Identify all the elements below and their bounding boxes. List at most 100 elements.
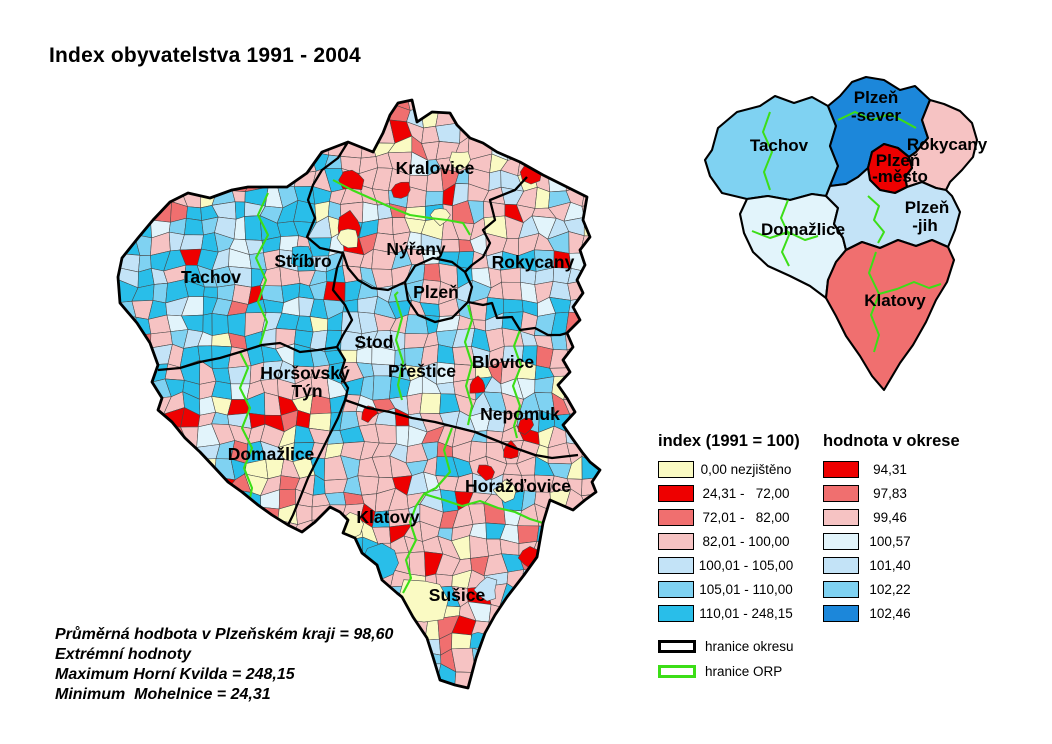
legend-okres-label: 101,40 (869, 557, 911, 573)
legend-index-label: 24,31 - 72,00 (702, 485, 790, 501)
legend-index-row: 105,01 - 110,00 (658, 577, 800, 601)
inset-label-rokycany: Rokycany (907, 135, 988, 154)
inset-orp-border-line (762, 111, 773, 191)
legend-okres-label: 99,46 (873, 509, 907, 525)
legend-index-label: 72,01 - 82,00 (702, 509, 790, 525)
legend-index-row: 72,01 - 82,00 (658, 505, 800, 529)
legend-index-swatch (658, 532, 694, 550)
inset-orp-border-line (867, 195, 885, 244)
legend-district-values: hodnota v okrese 94,31 97,83 99,46 100,57 10… (823, 432, 960, 625)
map-label-petice: Přeštice (388, 361, 456, 381)
map-label-blovice: Blovice (472, 352, 535, 372)
legend-okres-row: 102,46 (823, 601, 960, 625)
map-label-nepomuk: Nepomuk (480, 404, 560, 424)
inset-orp-border-line (751, 230, 819, 241)
legend-line-label: hranice okresu (705, 639, 794, 654)
legend-okres-row: 94,31 (823, 457, 960, 481)
legend-index-label: 100,01 - 105,00 (698, 557, 794, 573)
legend-index-label: 110,01 - 248,15 (699, 605, 793, 621)
legend-index-title: index (1991 = 100) (658, 432, 800, 450)
legend-line-swatch (658, 665, 696, 678)
legend-line-swatch (658, 640, 696, 653)
legend-okres-swatch (823, 556, 859, 574)
legend-index-label: 105,01 - 110,00 (699, 581, 793, 597)
map-label-stbro: Stříbro (274, 251, 331, 271)
okres-border-line (467, 300, 568, 337)
inset-label-sever: -sever (851, 106, 901, 125)
inset-label-klatovy: Klatovy (864, 291, 926, 310)
legend-okres-swatch (823, 580, 859, 598)
orp-border-line (402, 427, 453, 594)
legend-index: index (1991 = 100) 0,00 nezjištěno 24,31 … (658, 432, 800, 625)
map-note-line: Minimum Mohelnice = 24,31 (55, 686, 271, 703)
inset-district-klatovy (824, 238, 956, 392)
legend-okres-label: 94,31 (873, 461, 907, 477)
legend-index-row: 24,31 - 72,00 (658, 481, 800, 505)
legend-okres-swatch (823, 460, 859, 478)
legend-okres-swatch (823, 604, 859, 622)
orp-border-line (393, 291, 405, 401)
legend-okres-label: 100,57 (869, 533, 911, 549)
orp-border-line (238, 351, 254, 509)
legend-index-row: 110,01 - 248,15 (658, 601, 800, 625)
legend-okres-row: 101,40 (823, 553, 960, 577)
orp-border-line (511, 329, 523, 439)
inset-orp-border-line (868, 251, 880, 353)
okres-border-line (341, 252, 406, 292)
legend-okres-row: 99,46 (823, 505, 960, 529)
map-note-line: Maximum Horní Kvilda = 248,15 (55, 666, 295, 683)
okres-border-line (344, 398, 579, 460)
legend-boundary-lines: hranice okresu hranice ORP (658, 634, 794, 684)
legend-okres-row: 102,22 (823, 577, 960, 601)
map-label-horovsk: Horšovský (260, 363, 350, 383)
legend-okres-swatch (823, 508, 859, 526)
inset-label-plze: Plzeň (854, 88, 898, 107)
okres-border-plzen-mesto (403, 256, 474, 324)
legend-index-row: 100,01 - 105,00 (658, 553, 800, 577)
map-label-horaovice: Horažďovice (465, 476, 571, 496)
inset-label-plze: Plzeň (876, 151, 920, 170)
legend-okres-row: 100,57 (823, 529, 960, 553)
legend-district-values-title: hodnota v okrese (823, 432, 960, 450)
inset-label-tachov: Tachov (750, 136, 809, 155)
legend-line-label: hranice ORP (705, 664, 783, 679)
legend-index-swatch (658, 580, 694, 598)
legend-index-label: 0,00 nezjištěno (700, 461, 792, 477)
okres-border-line (305, 141, 354, 348)
map-notes: Průměrná hodbota v Plzeňském kraji = 98,… (55, 625, 393, 705)
legend-okres-swatch (823, 532, 859, 550)
inset-district-map: TachovPlzeň-severRokycanyPlzeň-městoDoma… (703, 75, 988, 392)
inset-label-msto: -město (872, 167, 928, 186)
map-note-line: Extrémní hodnoty (55, 646, 192, 663)
okres-border-line (336, 346, 350, 401)
okres-border-line (286, 399, 347, 526)
legend-okres-label: 102,46 (869, 605, 911, 621)
orp-border-line (254, 192, 270, 346)
legend-okres-swatch (823, 484, 859, 502)
legend-index-swatch (658, 484, 694, 502)
legend-index-swatch (658, 508, 694, 526)
map-label-tachov: Tachov (181, 267, 241, 287)
inset-orp-border-line (780, 199, 790, 267)
legend-line-row: hranice okresu (658, 634, 794, 659)
legend-okres-label: 102,22 (869, 581, 911, 597)
inset-orp-border-line (837, 111, 917, 129)
legend-okres-label: 97,83 (873, 485, 907, 501)
legend-index-swatch (658, 556, 694, 574)
legend-index-swatch (658, 604, 694, 622)
map-label-kralovice: Kralovice (396, 158, 475, 178)
legend-index-swatch (658, 460, 694, 478)
legend-index-label: 82,01 - 100,00 (702, 533, 790, 549)
okres-border-line (464, 176, 528, 273)
map-label-stod: Stod (355, 332, 394, 352)
okres-border-line (157, 341, 338, 372)
map-label-rokycany: Rokycany (492, 252, 575, 272)
legend-index-row: 0,00 nezjištěno (658, 457, 800, 481)
inset-district-plzejih (824, 166, 962, 252)
inset-label-domalice: Domažlice (761, 220, 845, 239)
orp-border-line (463, 304, 474, 426)
map-label-nany: Nýřany (386, 239, 446, 259)
region-outline (116, 98, 602, 690)
